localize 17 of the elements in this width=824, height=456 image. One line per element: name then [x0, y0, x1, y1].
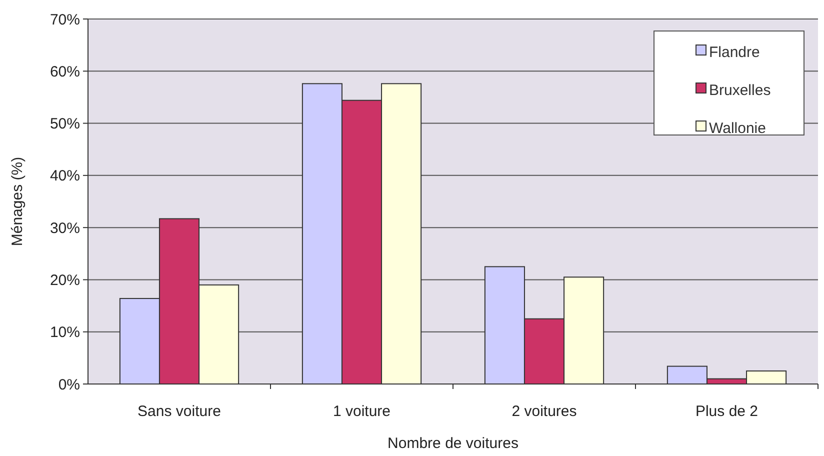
x-tick-label: Plus de 2	[695, 403, 758, 420]
y-tick-label: 20%	[50, 272, 80, 289]
y-tick-label: 50%	[50, 116, 80, 133]
y-tick-label: 10%	[50, 324, 80, 342]
legend-label: Flandre	[709, 44, 760, 61]
y-axis-title: Ménages (%)	[9, 156, 26, 246]
x-tick-label: 1 voiture	[332, 403, 391, 420]
legend-label: Bruxelles	[709, 82, 771, 99]
y-tick-label: 40%	[50, 168, 80, 185]
legend-label: Wallonie	[709, 120, 766, 137]
x-tick-label: Sans voiture	[138, 403, 221, 420]
y-tick-label: 30%	[50, 220, 80, 237]
y-tick-label: 70%	[50, 11, 80, 28]
y-tick-label: 60%	[50, 63, 80, 80]
x-axis-title: Nombre de voitures	[388, 435, 518, 452]
y-tick-label: 0%	[58, 376, 80, 394]
x-tick-label: 2 voitures	[512, 403, 577, 420]
